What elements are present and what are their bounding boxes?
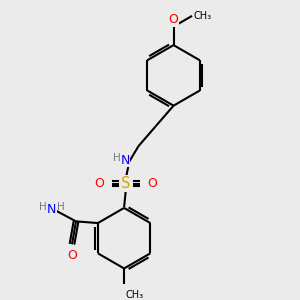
Text: H: H xyxy=(39,202,47,212)
Text: O: O xyxy=(169,13,178,26)
Text: N: N xyxy=(47,203,56,216)
Text: O: O xyxy=(147,177,157,190)
Text: H: H xyxy=(113,153,121,163)
Text: O: O xyxy=(94,177,104,190)
Text: CH₃: CH₃ xyxy=(126,290,144,300)
Text: CH₃: CH₃ xyxy=(194,11,212,21)
Text: N: N xyxy=(120,154,130,167)
Text: S: S xyxy=(121,176,130,191)
Text: H: H xyxy=(57,202,64,212)
Text: O: O xyxy=(67,249,77,262)
